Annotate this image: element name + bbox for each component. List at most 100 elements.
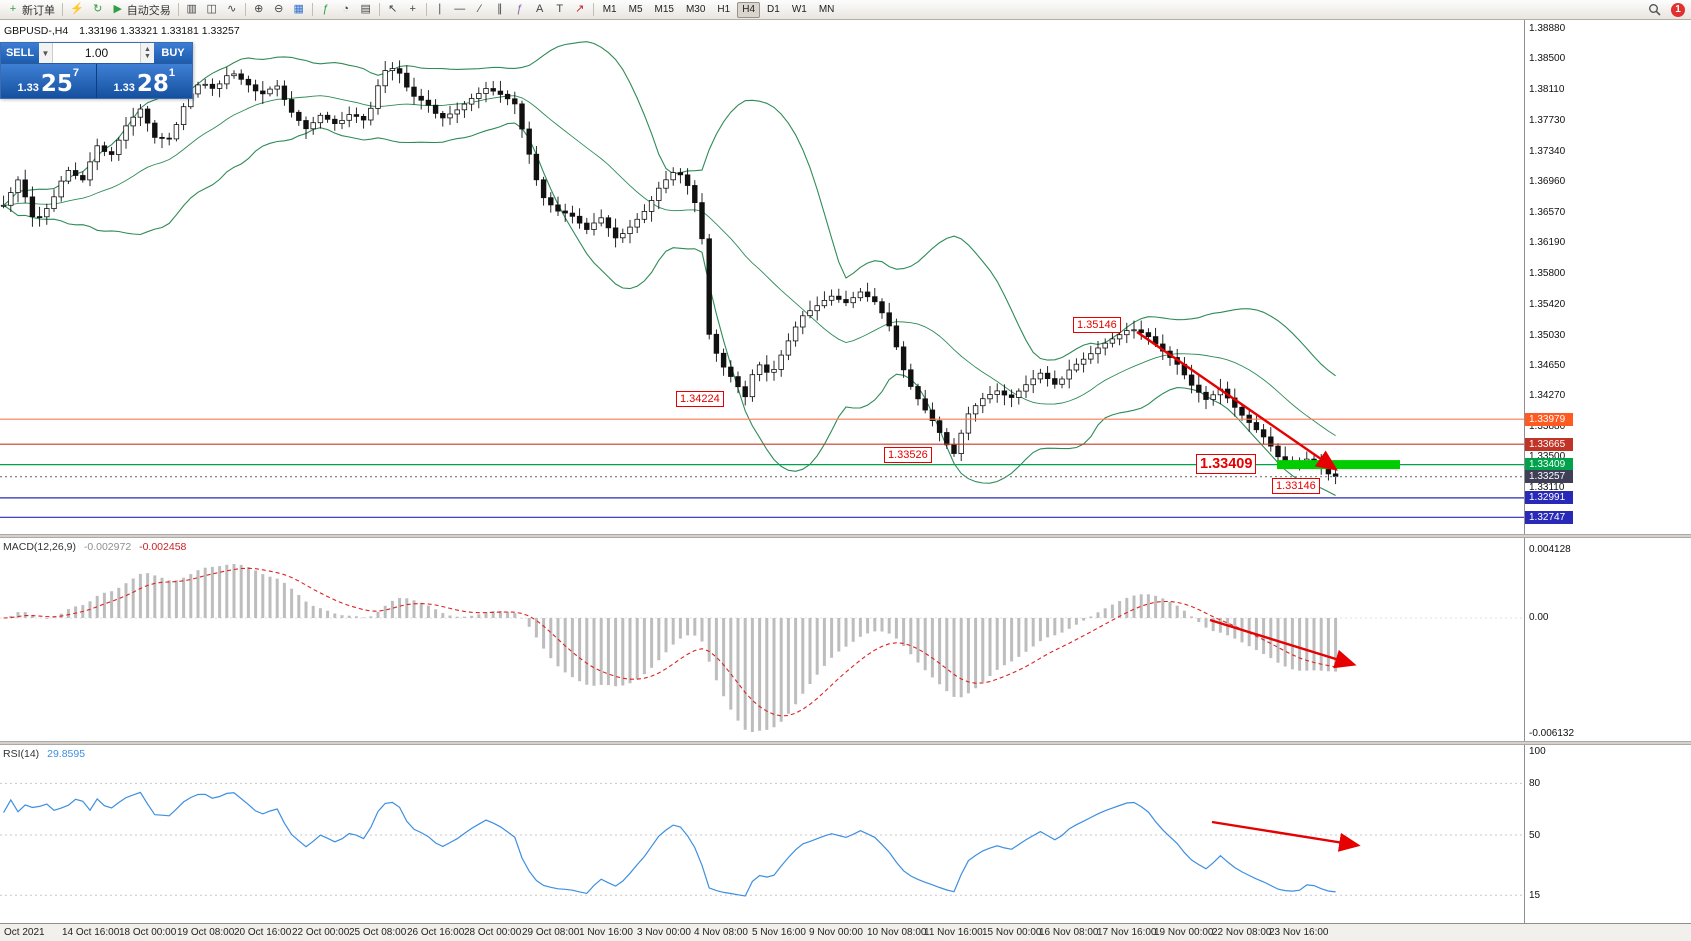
- time-axis[interactable]: Oct 2021 14 Oct 16:00 18 Oct 00:00 19 Oct 0…: [0, 923, 1691, 941]
- bollinger-lower-band: [3, 122, 1336, 496]
- timeframe-h1[interactable]: H1: [712, 2, 735, 18]
- rsi-axis-label: 50: [1529, 830, 1541, 841]
- bid-price-button[interactable]: 1.33 25 7: [1, 64, 97, 98]
- timeframe-d1[interactable]: D1: [762, 2, 785, 18]
- price-annotation[interactable]: 1.34224: [676, 391, 724, 407]
- chart-bars-icon[interactable]: ▥: [182, 1, 202, 18]
- ask-price-button[interactable]: 1.33 28 1: [96, 64, 192, 98]
- support-zone-highlight[interactable]: [1277, 460, 1400, 470]
- text-button[interactable]: A: [530, 1, 550, 18]
- toolbar-right: 1: [1644, 1, 1688, 18]
- time-label: 25 Oct 08:00: [349, 927, 407, 938]
- rsi-panel[interactable]: RSI(14) 29.8595 100 80 50 15: [0, 745, 1691, 923]
- cursor-button[interactable]: ↖: [383, 1, 403, 18]
- timeframe-h4[interactable]: H4: [737, 1, 761, 18]
- price-tick: 1.33880: [1529, 421, 1566, 432]
- downtrend-arrow[interactable]: [1136, 331, 1338, 471]
- volume-input[interactable]: [53, 43, 140, 63]
- rsi-name: RSI(14): [3, 748, 40, 760]
- timeframe-w1[interactable]: W1: [787, 2, 812, 18]
- symbol-period-label: GBPUSD-,H4: [4, 25, 69, 37]
- macd-downtrend-arrow[interactable]: [1209, 618, 1357, 669]
- time-label: 4 Nov 08:00: [694, 927, 748, 938]
- toolbar-separator: [592, 3, 594, 16]
- new-order-button[interactable]: + 新订单: [3, 1, 59, 18]
- macd-signal-value: -0.002458: [139, 541, 187, 553]
- main-chart-panel[interactable]: GBPUSD-,H4 1.33196 1.33321 1.33181 1.332…: [0, 20, 1691, 534]
- time-label: 28 Oct 00:00: [464, 927, 522, 938]
- vertical-line-button[interactable]: ∣: [430, 1, 450, 18]
- buy-button[interactable]: BUY: [154, 43, 192, 63]
- time-label: 20 Oct 16:00: [234, 927, 292, 938]
- lightning-icon[interactable]: ⚡: [66, 1, 88, 18]
- toolbar: + 新订单 ⚡ ↻ ▶ 自动交易 ▥ ◫ ∿ ⊕ ⊖ ▦ ƒ ◔ ▤ ↖ + ∣ ― ∕ ∥ ƒ A T ↗ M1 M5 M15 M30…: [0, 0, 1691, 20]
- periods-glyph: ◔: [342, 3, 350, 15]
- panel-divider[interactable]: [0, 741, 1691, 745]
- ask-price-big: 28: [136, 71, 169, 97]
- label-button[interactable]: T: [550, 1, 570, 18]
- price-annotation[interactable]: 1.33526: [884, 447, 932, 463]
- notification-badge[interactable]: 1: [1671, 2, 1685, 17]
- timeframe-m30[interactable]: M30: [681, 2, 710, 18]
- timeframe-mn[interactable]: MN: [814, 2, 840, 18]
- price-tick: 1.35420: [1529, 299, 1566, 310]
- time-label: 22 Oct 00:00: [292, 927, 350, 938]
- time-label: 14 Oct 16:00: [62, 927, 120, 938]
- sell-button[interactable]: SELL: [1, 43, 39, 63]
- price-axis[interactable]: 1.38880 1.38500 1.38110 1.37730 1.37340 1.369…: [1524, 20, 1691, 534]
- new-order-glyph: +: [9, 3, 17, 15]
- macd-axis[interactable]: 0.004128 0.00 -0.006132: [1524, 538, 1691, 741]
- price-annotation[interactable]: 1.33146: [1272, 478, 1320, 494]
- label-glyph: T: [556, 3, 564, 15]
- time-label: 11 Nov 16:00: [924, 927, 983, 938]
- price-tick: 1.33500: [1529, 451, 1566, 462]
- timeframe-m15[interactable]: M15: [650, 2, 679, 18]
- macd-panel[interactable]: MACD(12,26,9) -0.002972 -0.002458 0.0041…: [0, 538, 1691, 741]
- zoom-out-button[interactable]: ⊖: [269, 1, 289, 18]
- timeframe-m5[interactable]: M5: [624, 2, 648, 18]
- rsi-line: [3, 791, 1336, 897]
- timeframe-m1[interactable]: M1: [598, 2, 622, 18]
- price-tick: 1.33110: [1529, 482, 1565, 493]
- candles: [0, 60, 1339, 485]
- rsi-chart[interactable]: [0, 745, 1524, 923]
- toolbar-separator: [425, 3, 427, 16]
- panel-divider[interactable]: [0, 534, 1691, 538]
- price-level-label: 1.32747: [1525, 511, 1573, 524]
- horizontal-line-button[interactable]: ―: [450, 1, 470, 18]
- volume-stepper[interactable]: ▲ ▼: [140, 43, 154, 63]
- templates-button[interactable]: ▤: [356, 1, 376, 18]
- zoom-in-button[interactable]: ⊕: [249, 1, 269, 18]
- rsi-downtrend-arrow[interactable]: [1211, 820, 1361, 852]
- autotrading-button[interactable]: ▶ 自动交易: [108, 1, 175, 18]
- chart-line-icon[interactable]: ∿: [222, 1, 242, 18]
- periods-button[interactable]: ◔: [336, 1, 356, 18]
- macd-chart[interactable]: [0, 538, 1524, 741]
- indicators-button[interactable]: ƒ: [316, 1, 336, 18]
- chart-candles-icon[interactable]: ◫: [202, 1, 222, 18]
- arrow-tools-button[interactable]: ↗: [570, 1, 590, 18]
- rsi-axis-label: 15: [1529, 890, 1541, 901]
- crosshair-button[interactable]: +: [403, 1, 423, 18]
- price-level-label: 1.33257: [1525, 470, 1573, 483]
- price-annotation[interactable]: 1.33409: [1196, 454, 1257, 474]
- autotrading-button-label: 自动交易: [126, 4, 171, 17]
- ask-price-sup: 1: [168, 67, 176, 79]
- search-icon[interactable]: [1644, 1, 1665, 18]
- volume-dropdown-caret[interactable]: ▼: [39, 43, 53, 63]
- channel-button[interactable]: ∥: [490, 1, 510, 18]
- tile-windows-button[interactable]: ▦: [289, 1, 309, 18]
- price-tick: 1.36190: [1529, 237, 1566, 248]
- rsi-axis[interactable]: 100 80 50 15: [1524, 745, 1691, 923]
- refresh-icon[interactable]: ↻: [88, 1, 108, 18]
- fibonacci-button[interactable]: ƒ: [510, 1, 530, 18]
- candlestick-chart[interactable]: [0, 20, 1524, 534]
- time-label: 15 Nov 00:00: [982, 927, 1042, 938]
- bid-price-sup: 7: [72, 67, 80, 79]
- time-label: 17 Nov 16:00: [1097, 927, 1157, 938]
- price-annotation[interactable]: 1.35146: [1073, 317, 1121, 333]
- trendline-button[interactable]: ∕: [470, 1, 490, 18]
- price-tick: 1.36570: [1529, 207, 1566, 218]
- price-tick: 1.37340: [1529, 146, 1566, 157]
- crosshair-glyph: +: [409, 3, 416, 15]
